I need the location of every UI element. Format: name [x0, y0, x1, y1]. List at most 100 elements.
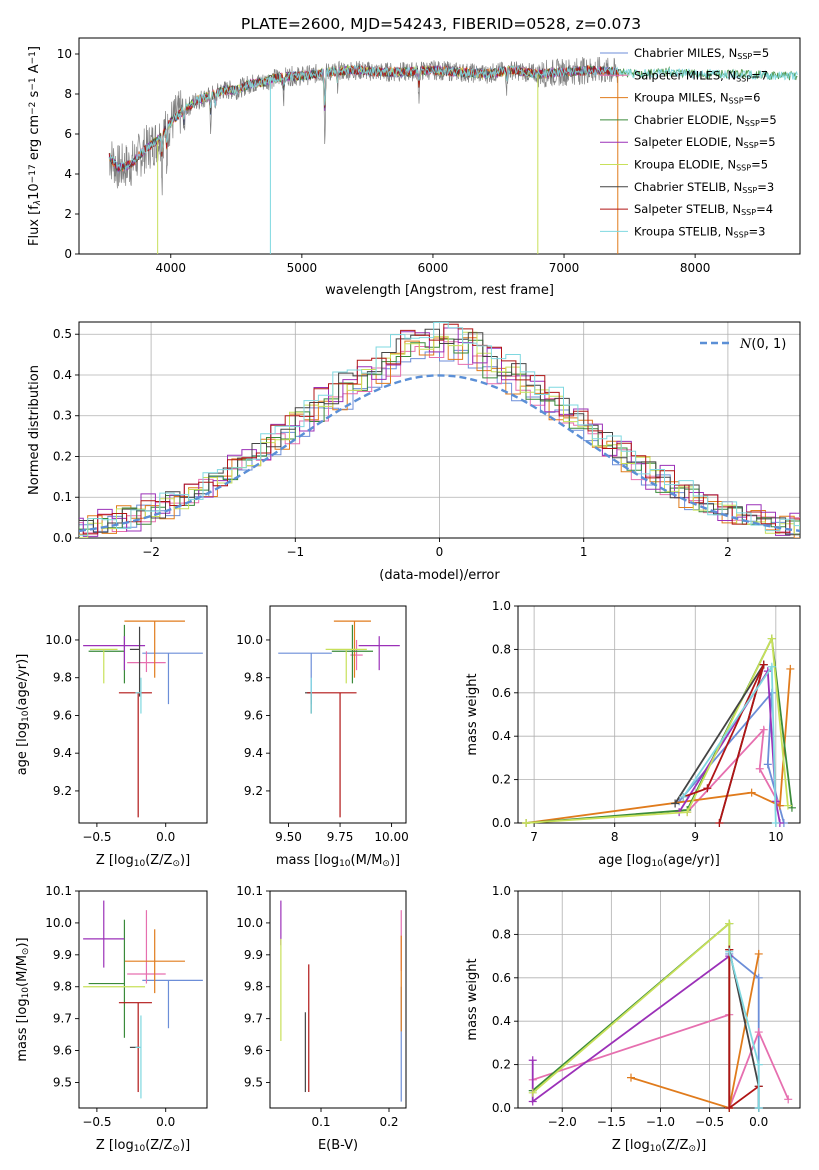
residual-histogram [79, 323, 800, 535]
x-axis-label: Z [log10(Z/Z⊙)] [612, 1138, 706, 1154]
y-tick-label: 0.5 [53, 327, 72, 341]
mass_vs_Z-markers [83, 900, 203, 1099]
y-tick-label: 0.2 [492, 773, 511, 787]
x-tick-label: −0.5 [82, 1115, 111, 1129]
y-tick-label: 0.1 [53, 490, 72, 504]
mass-weight-point [755, 764, 764, 773]
y-tick-label: 9.8 [244, 980, 263, 994]
plot-frame [517, 890, 801, 1109]
mass-weight-point [767, 662, 776, 671]
legend-entry: Chabrier STELIB, NSSP=3 [634, 180, 774, 195]
y-tick-label: 0.0 [53, 531, 72, 545]
mass-weight-point [771, 819, 780, 827]
y-tick-label: 8 [64, 87, 72, 101]
mass-weight-line [678, 668, 781, 824]
mass-weight-point [754, 949, 763, 958]
x-tick-label: 4000 [155, 261, 186, 275]
x-axis-label: Z [log10(Z/Z⊙)] [96, 853, 190, 869]
y-tick-label: 0.0 [492, 816, 511, 830]
mass_vs_EBV-markers [280, 900, 402, 1102]
y-tick-label: 9.5 [244, 1075, 263, 1089]
mass-weight-point [671, 799, 680, 808]
y-axis-label: mass weight [465, 958, 480, 1040]
mass-weight-point [754, 973, 763, 982]
plot-frame [78, 605, 208, 824]
x-tick-label: 6000 [418, 261, 449, 275]
y-axis-label: mass weight [465, 673, 480, 755]
spectrum-legend: Chabrier MILES, NSSP=5 Salpeter MILES, NS… [600, 46, 777, 239]
y-tick-label: 9.8 [53, 980, 72, 994]
y-tick-label: 4 [64, 167, 72, 181]
y-tick-label: 1.0 [492, 599, 511, 613]
mass-weight-point [522, 819, 531, 827]
residual-histogram [79, 331, 800, 538]
y-tick-label: 9.9 [244, 948, 263, 962]
y-axis-label: Normed distribution [27, 365, 42, 495]
mass-weight-line [686, 727, 781, 813]
y-tick-label: 0.2 [492, 1058, 511, 1072]
weight_vs_Z-axes: −2.0 −1.5 −1.0 −0.5 0.0 0.0 0.2 0.4 0.6 0.8 1.0 [492, 884, 801, 1129]
y-tick-label: 0.3 [53, 409, 72, 423]
weight_vs_age-lines [522, 634, 796, 827]
mass-weight-point [763, 760, 772, 769]
x-tick-label: −0.5 [82, 830, 111, 844]
y-axis-label: mass [log10(M/M⊙)] [15, 937, 31, 1061]
y-axis-label: age [log10(age/yr)] [15, 654, 31, 776]
mass-weight-point [767, 634, 776, 643]
mass-weight-point [528, 1097, 537, 1106]
mass-weight-line [526, 635, 789, 824]
age_vs_mass-markers [278, 620, 400, 818]
mass-weight-point [754, 1060, 763, 1069]
mass-weight-point [787, 803, 796, 812]
y-tick-label: 0.8 [492, 642, 511, 656]
x-tick-label: 0.2 [379, 1115, 398, 1129]
legend-entry: Salpeter MILES, NSSP=7 [634, 68, 768, 83]
x-tick-label: 7 [530, 830, 538, 844]
mass-weight-point [754, 1028, 763, 1037]
y-tick-label: 9.6 [53, 1044, 72, 1058]
y-tick-label: 10.0 [236, 633, 263, 647]
y-tick-label: 10.0 [45, 916, 72, 930]
legend-entry: Kroupa MILES, NSSP=6 [634, 91, 760, 106]
x-tick-label: 8000 [680, 261, 711, 275]
legend-entry: Kroupa ELODIE, NSSP=5 [634, 158, 768, 173]
y-tick-label: 0.8 [492, 927, 511, 941]
x-tick-label: 10 [768, 830, 783, 844]
mass-weight-point [528, 1056, 537, 1065]
legend-entry: N(0, 1) [739, 337, 786, 352]
mass-weight-point [725, 919, 734, 928]
y-tick-label: 10.1 [236, 884, 263, 898]
x-axis-label: (data-model)/error [379, 568, 500, 583]
y-tick-label: 0.4 [492, 729, 511, 743]
y-tick-label: 9.8 [244, 671, 263, 685]
plot-frame [269, 890, 407, 1109]
x-tick-label: 2 [724, 545, 732, 559]
x-tick-label: 9 [691, 830, 699, 844]
normal-reference-curve [79, 374, 800, 533]
x-axis-label: E(B-V) [318, 1138, 358, 1153]
y-tick-label: 9.4 [244, 746, 263, 760]
x-tick-label: −2.0 [548, 1115, 577, 1129]
mass-weight-point [715, 819, 724, 827]
y-tick-label: 10.1 [45, 884, 72, 898]
figure-title: PLATE=2600, MJD=54243, FIBERID=0528, z=0… [241, 15, 641, 33]
mass-weight-point [747, 788, 756, 797]
y-tick-label: 9.6 [244, 1044, 263, 1058]
plot-frame [517, 605, 801, 824]
y-tick-label: 0.6 [492, 971, 511, 985]
mass-weight-point [784, 1095, 793, 1104]
residual-legend: N(0, 1) [700, 337, 786, 352]
mass-weight-point [683, 808, 692, 817]
legend-entry: Chabrier MILES, NSSP=5 [634, 46, 769, 61]
x-tick-label: 9.50 [275, 830, 302, 844]
residuals-axes: −2 −1 0 1 2 0.0 0.1 0.2 0.3 0.4 0.5 [53, 321, 801, 559]
residual-histograms [79, 322, 800, 538]
model-spectrum-line [108, 64, 798, 172]
x-axis-label: mass [log10(M/M⊙)] [276, 853, 400, 869]
x-tick-label: −1.0 [646, 1115, 675, 1129]
legend-entry: Chabrier ELODIE, NSSP=5 [634, 113, 777, 128]
residual-histogram [79, 328, 800, 536]
mass-weight-line [682, 664, 765, 824]
mass-weight-point [725, 1104, 734, 1112]
